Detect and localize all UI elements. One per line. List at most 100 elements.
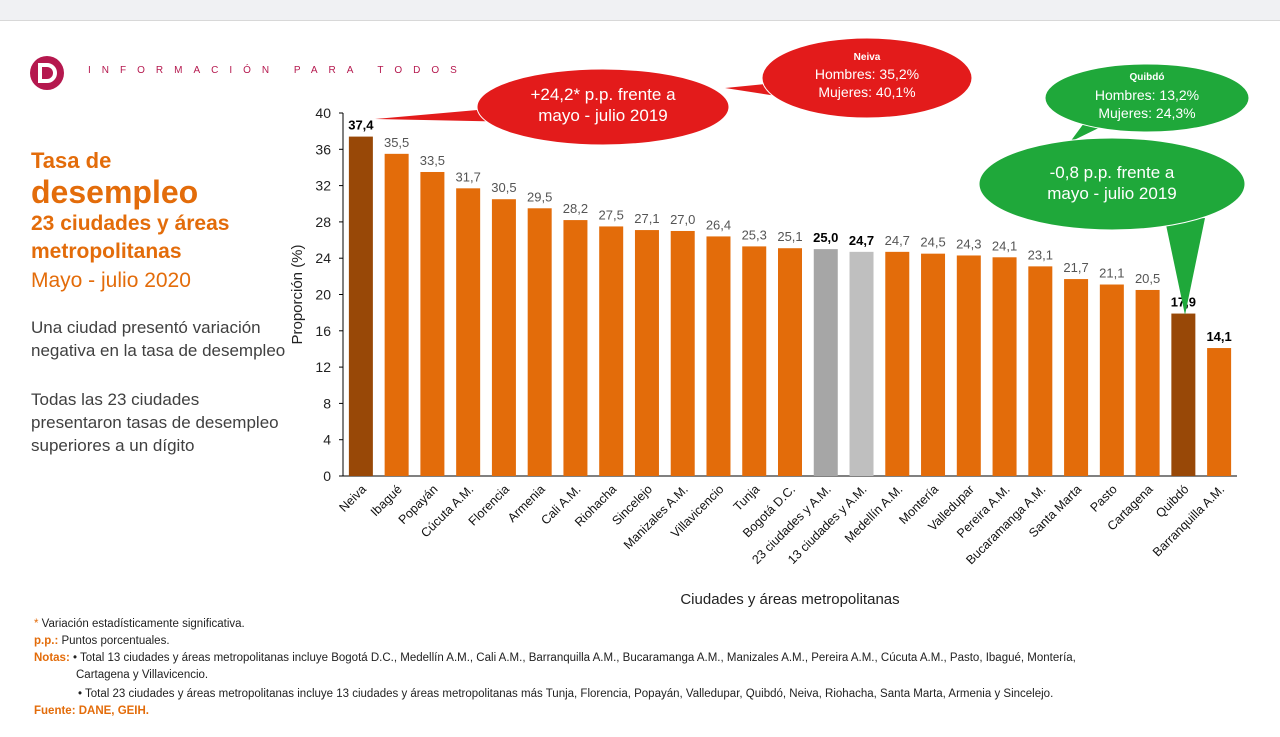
value-label: 23,1: [1028, 247, 1053, 262]
value-label: 29,5: [527, 189, 552, 204]
callout-quibdo-sex-bubble: [1044, 63, 1250, 133]
y-tick-label: 4: [323, 432, 331, 448]
value-label: 25,3: [742, 227, 767, 242]
bar: [921, 253, 946, 476]
value-label: 31,7: [456, 169, 481, 184]
bar: [813, 249, 838, 476]
bar: [885, 251, 910, 476]
title-period: Mayo - julio 2020: [31, 269, 191, 292]
y-tick-label: 12: [315, 359, 331, 375]
bar: [420, 171, 445, 477]
value-label: 30,5: [491, 180, 516, 195]
bar: [348, 136, 373, 476]
notas-label: Notas:: [34, 652, 70, 664]
note-pp: Puntos porcentuales.: [58, 635, 170, 647]
bar: [563, 220, 588, 476]
value-label: 27,1: [634, 211, 659, 226]
y-tick-label: 8: [323, 395, 331, 411]
y-tick-label: 24: [315, 250, 331, 266]
callout-neiva-sex-text: Mujeres: 40,1%: [818, 84, 915, 100]
callout-neiva-sex-text: Hombres: 35,2%: [815, 66, 919, 82]
value-label: 21,1: [1099, 266, 1124, 281]
value-label: 14,1: [1206, 329, 1231, 344]
callout-neiva-change-text: +24,2* p.p. frente a: [530, 85, 676, 104]
y-tick-label: 0: [323, 468, 331, 484]
value-label: 24,5: [920, 235, 945, 250]
y-tick-label: 36: [315, 141, 331, 157]
tagline: INFORMACIÓN PARA TODOS: [88, 65, 468, 76]
bar: [778, 248, 802, 476]
category-label: Manizales A.M.: [621, 482, 691, 552]
value-label: 25,1: [777, 229, 802, 244]
bar: [992, 257, 1017, 476]
bar: [670, 230, 695, 476]
bar: [491, 199, 516, 476]
category-label: Tunja: [731, 482, 763, 514]
bar: [599, 226, 624, 476]
bar: [1171, 313, 1196, 476]
top-bar: [0, 0, 1280, 21]
value-label: 24,7: [849, 233, 874, 248]
value-label: 21,7: [1063, 260, 1088, 275]
dane-logo: [30, 56, 64, 90]
callout-quibdo-change-bubble: [978, 137, 1246, 231]
bar: [1207, 348, 1232, 476]
callout-neiva-change-text: mayo - julio 2019: [538, 106, 667, 125]
x-axis-label: Ciudades y áreas metropolitanas: [680, 591, 899, 608]
callout-quibdo-sex-text: Mujeres: 24,3%: [1098, 105, 1195, 121]
callout-quibdo-sex-text: Quibdó: [1130, 72, 1165, 83]
value-label: 33,5: [420, 153, 445, 168]
value-label: 20,5: [1135, 271, 1160, 286]
pp-label: p.p.:: [34, 635, 59, 647]
bar: [742, 246, 767, 476]
category-label: Neiva: [336, 482, 369, 515]
value-label: 24,7: [885, 233, 910, 248]
nota-1: • Total 13 ciudades y áreas metropolitan…: [69, 652, 1076, 664]
bar: [1028, 266, 1053, 476]
callout-neiva-sex-bubble: [761, 37, 973, 119]
callout-quibdo-change-text: -0,8 p.p. frente a: [1050, 163, 1175, 182]
title-line1: Tasa de: [31, 148, 112, 173]
value-label: 27,0: [670, 212, 695, 227]
bar: [1064, 279, 1089, 476]
bar: [849, 251, 874, 476]
bar: [527, 208, 552, 476]
bar: [456, 188, 481, 476]
y-tick-label: 28: [315, 214, 331, 230]
value-label: 24,3: [956, 236, 981, 251]
source: Fuente: DANE, GEIH.: [34, 705, 150, 717]
category-label: Pasto: [1087, 482, 1120, 515]
text-p2: Todas las 23 ciudades presentaron tasas …: [31, 390, 279, 455]
y-axis-label: Proporción (%): [289, 244, 306, 344]
notes: * Variación estadísticamente significati…: [34, 616, 1264, 720]
y-tick-label: 40: [315, 105, 331, 121]
title-panel: Tasa de desempleo 23 ciudades y áreas me…: [31, 148, 291, 457]
sig-mark: *: [34, 618, 39, 630]
nota-2: • Total 23 ciudades y áreas metropolitan…: [78, 688, 1054, 700]
text-p1: Una ciudad presentó variación negativa e…: [31, 318, 286, 360]
value-label: 35,5: [384, 135, 409, 150]
value-label: 24,1: [992, 238, 1017, 253]
value-label: 25,0: [813, 230, 838, 245]
callout-neiva-change-bubble: [476, 68, 730, 146]
note-sig: Variación estadísticamente significativa…: [38, 618, 245, 630]
callout-quibdo-change-text: mayo - julio 2019: [1047, 184, 1176, 203]
y-tick-label: 32: [315, 178, 331, 194]
bar: [384, 153, 409, 476]
nota-1b: Cartagena y Villavicencio.: [76, 669, 209, 681]
callout-quibdo-sex-text: Hombres: 13,2%: [1095, 87, 1199, 103]
bar: [1099, 284, 1124, 476]
value-label: 37,4: [348, 118, 374, 133]
bar: [1135, 289, 1160, 476]
title-line2: desempleo: [31, 174, 199, 210]
bar: [634, 230, 659, 476]
bar: [956, 255, 981, 476]
y-tick-label: 16: [315, 323, 331, 339]
callout-quibdo-change-tail: [1165, 218, 1205, 315]
value-label: 28,2: [563, 201, 588, 216]
bar: [706, 236, 731, 476]
y-tick-label: 20: [315, 287, 331, 303]
value-label: 26,4: [706, 217, 731, 232]
title-line3: 23 ciudades y áreas metropolitanas: [31, 212, 230, 263]
